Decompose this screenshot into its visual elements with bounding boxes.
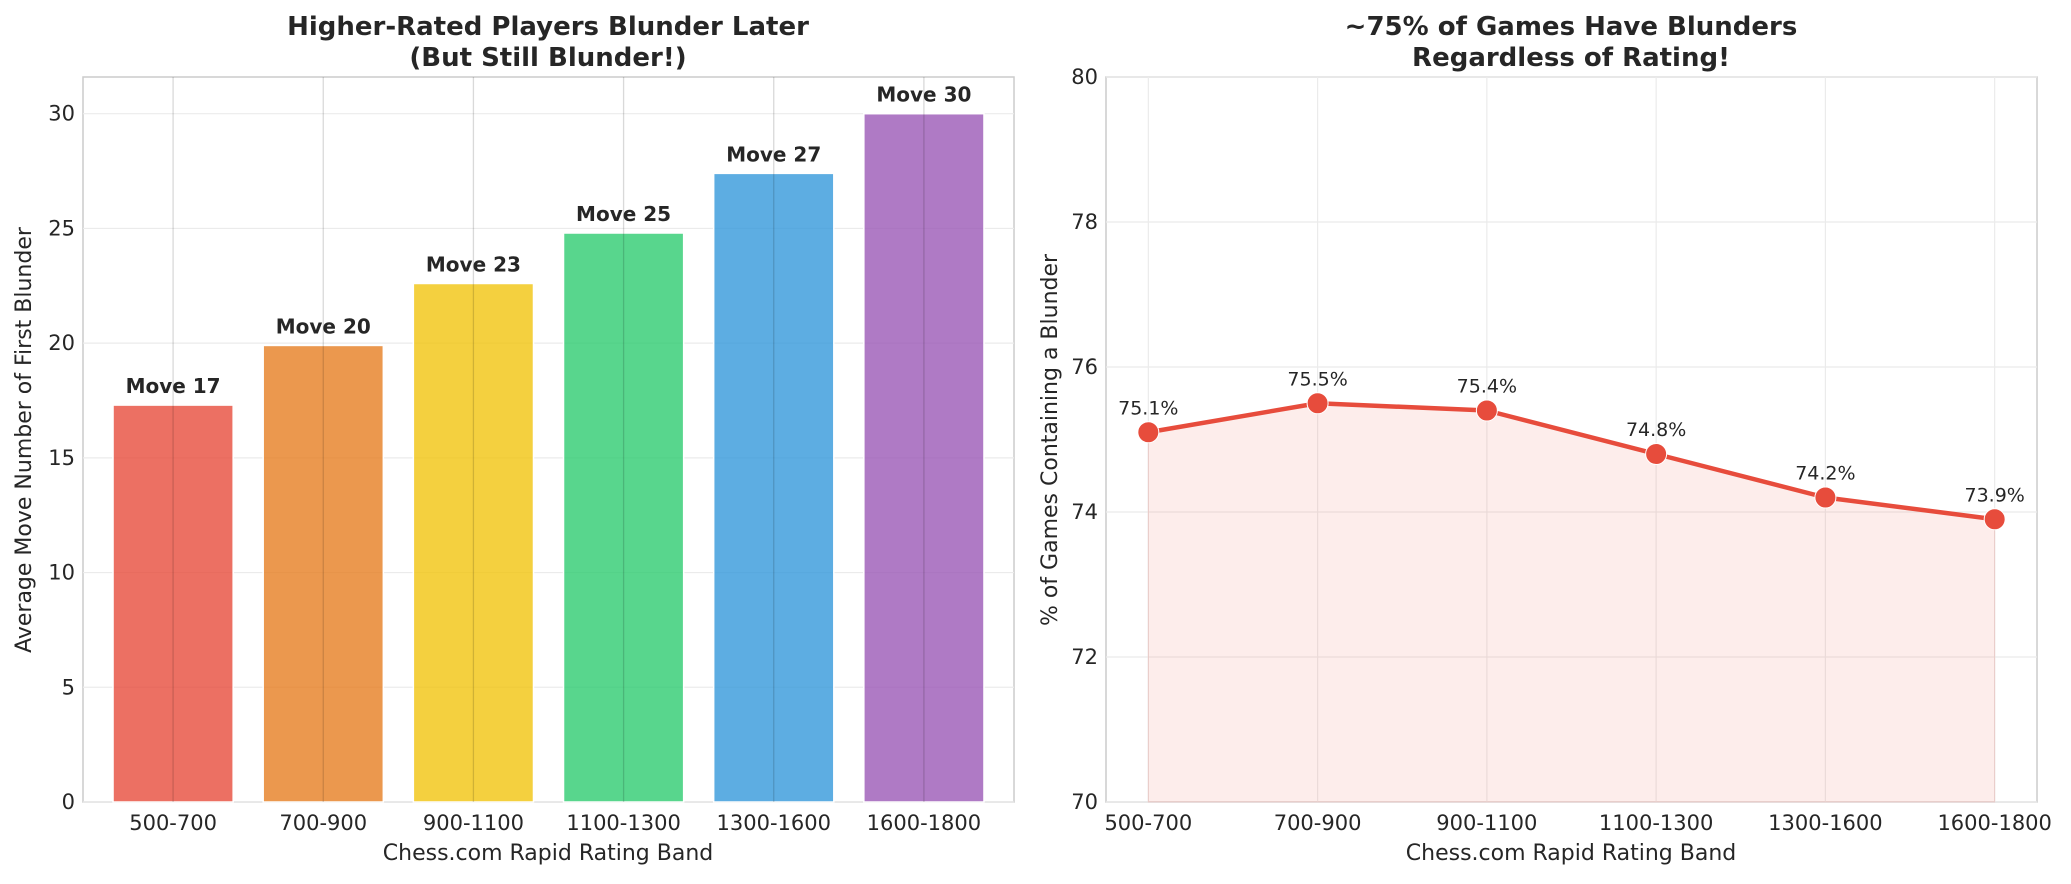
line-data-label: 75.5% [1287,368,1347,390]
bar-chart: Higher-Rated Players Blunder Later (But … [12,12,1015,866]
bar-data-label: Move 30 [876,83,971,107]
line-data-label: 75.4% [1457,376,1517,398]
bar-chart-gridlines [83,113,1014,803]
line-point [1306,392,1329,415]
line-chart-x-axis-label: Chess.com Rapid Rating Band [1406,841,1736,866]
bar-data-label: Move 20 [276,314,371,338]
line-chart: ~75% of Games Have Blunders Regardless o… [1038,12,2052,866]
bar-y-tick-label: 20 [48,331,75,355]
line-chart-data-labels: 75.1% 75.5% 75.4% 74.8% 74.2% 73.9% [1118,368,2025,506]
line-y-tick-label: 80 [1071,65,1098,89]
bar-x-tick-label: 500-700 [129,811,217,835]
bar-chart-vertical-gridlines [172,77,925,802]
line-chart-y-axis-label: % of Games Containing a Blunder [1038,253,1063,626]
bar [863,112,985,803]
bar-chart-y-axis-label: Average Move Number of First Blunder [12,226,37,653]
bar-data-label: Move 27 [726,142,821,166]
line-x-tick-label: 1300-1600 [1768,811,1882,835]
bar-y-tick-label: 0 [62,790,75,814]
line-point [1137,421,1160,444]
bar-x-tick-label: 1600-1800 [867,811,981,835]
bar-x-tick-label: 1300-1600 [717,811,831,835]
bar-y-tick-label: 10 [48,561,75,585]
bar [712,172,835,803]
line-point [1645,443,1668,465]
line-y-tick-label: 78 [1071,210,1098,234]
bar-y-tick-label: 15 [48,446,75,470]
line-chart-plot-area [1105,76,2038,803]
line-chart-x-tick-labels: 500-700 700-900 900-1100 1100-1300 1300-1600… [1104,811,2051,835]
line-chart-points [1137,392,2006,531]
line-chart-title-line-1: ~75% of Games Have Blunders [1345,12,1798,42]
line-data-label: 73.9% [1965,484,2025,506]
bar-data-label: Move 25 [576,202,671,226]
line-x-tick-label: 500-700 [1104,811,1192,835]
line-y-tick-label: 72 [1071,645,1098,669]
bar-data-label: Move 23 [426,252,521,276]
bar [562,232,685,803]
bar-y-tick-label: 5 [62,675,75,699]
bar-chart-title-line-2: (But Still Blunder!) [409,43,686,73]
bar-chart-data-labels: Move 17 Move 20 Move 23 Move 25 Move 27 Move … [126,83,972,398]
line-chart-series-line [1147,401,1995,522]
bar-x-tick-label: 900-1100 [423,811,524,835]
line-y-tick-label: 76 [1071,355,1098,379]
bar-x-tick-label: 1100-1300 [566,811,680,835]
bar [412,282,535,803]
line-data-label: 74.2% [1795,463,1855,485]
line-y-tick-label: 70 [1071,790,1098,814]
line-chart-y-tick-labels: 70 72 74 76 78 80 [1071,65,1098,814]
line-chart-title-line-2: Regardless of Rating! [1412,43,1730,73]
bar-chart-plot-area [82,76,1015,803]
bar-chart-x-axis-label: Chess.com Rapid Rating Band [383,841,713,866]
bar-chart-title-line-1: Higher-Rated Players Blunder Later [287,12,809,42]
bar-y-tick-label: 25 [48,216,75,240]
line-x-tick-label: 900-1100 [1436,811,1537,835]
bar-x-tick-label: 700-900 [279,811,367,835]
bar-chart-y-tick-labels: 0 5 10 15 20 25 30 [48,102,75,814]
line-point [1475,399,1498,422]
line-data-label: 74.8% [1626,419,1686,441]
line-point [1814,486,1837,509]
line-series [1147,401,1995,522]
line-x-tick-label: 1100-1300 [1599,811,1713,835]
line-x-tick-label: 1600-1800 [1937,811,2051,835]
line-point [1983,508,2006,531]
line-data-label: 75.1% [1118,397,1178,419]
bar [262,344,385,803]
bar-chart-bars [112,112,985,803]
line-y-tick-label: 74 [1071,500,1098,524]
bar [112,404,234,803]
bar-data-label: Move 17 [126,374,221,398]
bar-y-tick-label: 30 [48,102,75,126]
line-x-tick-label: 700-900 [1274,811,1362,835]
bar-chart-x-tick-labels: 500-700 700-900 900-1100 1100-1300 1300-1600… [129,811,981,835]
